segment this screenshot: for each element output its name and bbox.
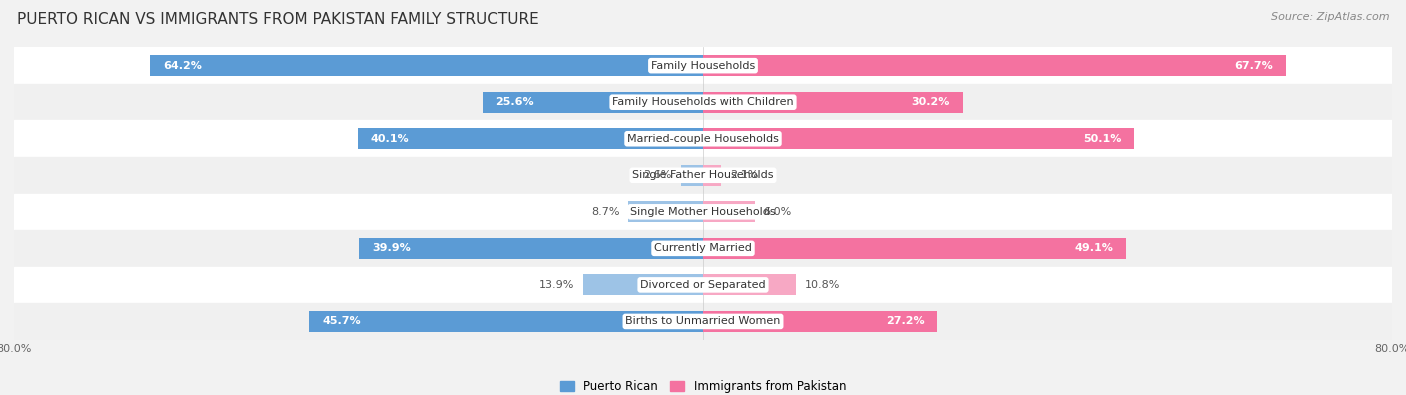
Text: 30.2%: 30.2% <box>911 97 950 107</box>
Text: 8.7%: 8.7% <box>591 207 620 217</box>
Bar <box>703 274 796 295</box>
Text: 50.1%: 50.1% <box>1083 134 1122 144</box>
Bar <box>703 238 1126 259</box>
Bar <box>360 238 703 259</box>
Text: Births to Unmarried Women: Births to Unmarried Women <box>626 316 780 326</box>
Text: 25.6%: 25.6% <box>495 97 534 107</box>
Bar <box>14 120 1392 157</box>
Bar <box>681 165 703 186</box>
Text: 40.1%: 40.1% <box>371 134 409 144</box>
Text: 2.1%: 2.1% <box>730 170 758 180</box>
Text: 67.7%: 67.7% <box>1234 61 1272 71</box>
Bar <box>14 267 1392 303</box>
Text: 64.2%: 64.2% <box>163 61 202 71</box>
Bar <box>14 84 1392 120</box>
Text: 45.7%: 45.7% <box>322 316 361 326</box>
Bar <box>628 201 703 222</box>
Text: PUERTO RICAN VS IMMIGRANTS FROM PAKISTAN FAMILY STRUCTURE: PUERTO RICAN VS IMMIGRANTS FROM PAKISTAN… <box>17 12 538 27</box>
Text: Single Mother Households: Single Mother Households <box>630 207 776 217</box>
Bar <box>14 303 1392 340</box>
Bar <box>150 55 703 76</box>
Text: Divorced or Separated: Divorced or Separated <box>640 280 766 290</box>
Bar <box>357 128 703 149</box>
Text: 2.6%: 2.6% <box>644 170 672 180</box>
Text: 27.2%: 27.2% <box>886 316 924 326</box>
Bar <box>583 274 703 295</box>
Text: 10.8%: 10.8% <box>804 280 839 290</box>
Text: Family Households with Children: Family Households with Children <box>612 97 794 107</box>
Bar <box>703 165 721 186</box>
Bar <box>703 92 963 113</box>
Text: Family Households: Family Households <box>651 61 755 71</box>
Text: Single Father Households: Single Father Households <box>633 170 773 180</box>
Bar <box>14 47 1392 84</box>
Text: 6.0%: 6.0% <box>763 207 792 217</box>
Text: Currently Married: Currently Married <box>654 243 752 253</box>
Text: Source: ZipAtlas.com: Source: ZipAtlas.com <box>1271 12 1389 22</box>
Bar <box>14 194 1392 230</box>
Text: 13.9%: 13.9% <box>540 280 575 290</box>
Text: Married-couple Households: Married-couple Households <box>627 134 779 144</box>
Bar <box>703 311 938 332</box>
Legend: Puerto Rican, Immigrants from Pakistan: Puerto Rican, Immigrants from Pakistan <box>555 376 851 395</box>
Bar <box>703 201 755 222</box>
Text: 39.9%: 39.9% <box>373 243 411 253</box>
Bar <box>14 157 1392 194</box>
Text: 49.1%: 49.1% <box>1074 243 1114 253</box>
Bar <box>703 128 1135 149</box>
Bar <box>309 311 703 332</box>
Bar <box>482 92 703 113</box>
Bar <box>14 230 1392 267</box>
Bar <box>703 55 1286 76</box>
